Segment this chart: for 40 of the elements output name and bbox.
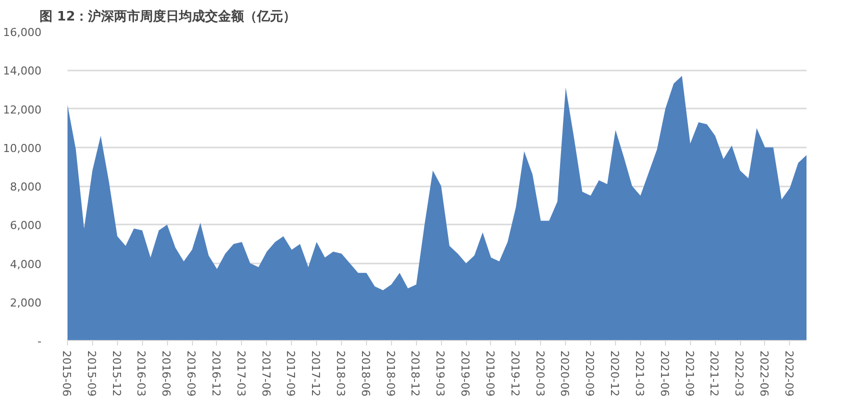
x-tick-label: 2019-03 (434, 350, 447, 396)
x-tick-label: 2020-12 (608, 350, 622, 396)
x-tick-label: 2018-09 (384, 350, 397, 396)
x-tick-label: 2020-09 (583, 350, 596, 396)
x-tick-label: 2015-09 (84, 350, 98, 396)
y-tick-label: 4,000 (10, 258, 42, 271)
x-tick-label: 2015-12 (110, 350, 123, 396)
x-tick-label: 2017-12 (309, 350, 322, 396)
x-tick-label: 2021-03 (632, 350, 646, 396)
x-tick-label: 2018-03 (334, 350, 348, 396)
y-tick-label: 2,000 (10, 296, 42, 310)
y-tick-label: - (38, 335, 42, 348)
x-tick-label: 2022-03 (732, 350, 746, 396)
x-tick-label: 2021-12 (708, 350, 721, 396)
x-tick-label: 2020-03 (533, 350, 546, 396)
y-tick-label: 12,000 (3, 103, 42, 116)
y-tick-label: 16,000 (3, 26, 42, 39)
x-tick-label: 2020-06 (558, 350, 572, 396)
x-tick-label: 2021-09 (682, 350, 696, 396)
chart-title: 图 12：沪深两市周度日均成交金额（亿元） (40, 8, 296, 24)
x-tick-label: 2017-03 (234, 350, 248, 396)
x-tick-label: 2019-09 (483, 350, 496, 396)
x-tick-label: 2021-06 (658, 350, 671, 396)
x-tick-label: 2019-06 (458, 350, 472, 396)
x-tick-label: 2017-06 (259, 350, 272, 396)
x-tick-label: 2016-03 (134, 350, 148, 396)
x-tick-label: 2015-06 (60, 350, 73, 396)
x-tick-label: 2018-12 (408, 350, 422, 396)
x-tick-label: 2017-09 (284, 350, 298, 396)
y-tick-label: 10,000 (3, 142, 42, 155)
x-tick-label: 2018-06 (358, 350, 372, 396)
y-tick-label: 14,000 (3, 64, 42, 78)
x-tick-label: 2016-06 (160, 350, 173, 396)
x-tick-label: 2022-09 (782, 350, 796, 396)
x-tick-label: 2016-09 (184, 350, 198, 396)
y-tick-label: 8,000 (10, 180, 42, 194)
x-tick-label: 2016-12 (209, 350, 222, 396)
y-tick-label: 6,000 (10, 219, 42, 232)
x-tick-label: 2022-06 (757, 350, 770, 396)
x-tick-label: 2019-12 (508, 350, 522, 396)
